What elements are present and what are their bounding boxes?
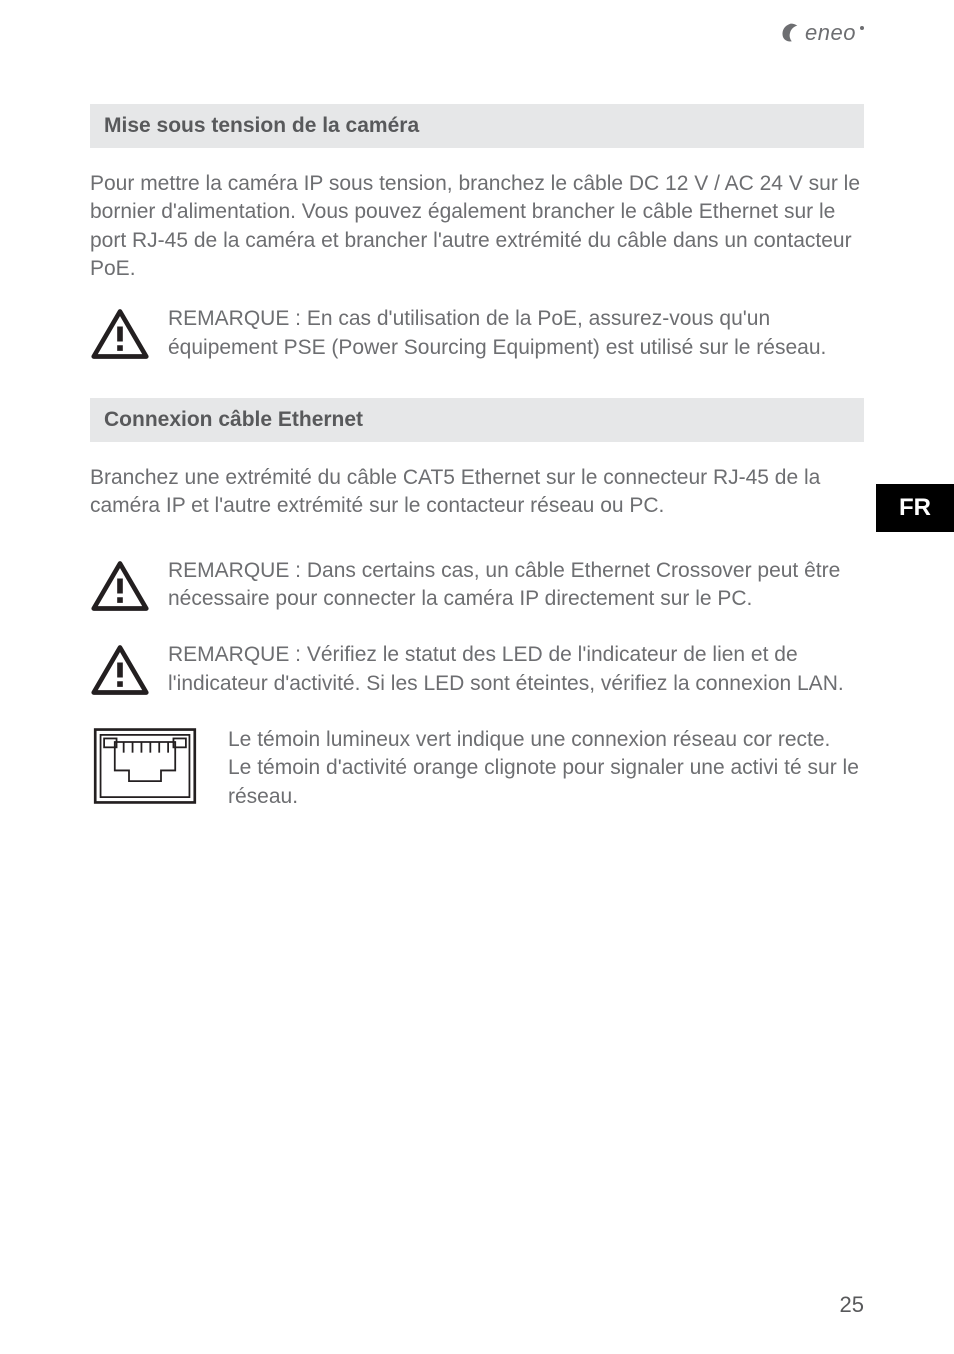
body-text-power: Pour mettre la caméra IP sous tension, b… bbox=[90, 170, 864, 283]
note-text-crossover: REMARQUE : Dans certains cas, un câble E… bbox=[168, 557, 864, 614]
note-block-crossover: REMARQUE : Dans certains cas, un câble E… bbox=[90, 557, 864, 614]
section-header-ethernet: Connexion câble Ethernet bbox=[90, 398, 864, 442]
language-label: FR bbox=[899, 494, 931, 522]
page-number: 25 bbox=[840, 1292, 864, 1318]
page-container: eneo Mise sous tension de la caméra Pour… bbox=[0, 0, 954, 811]
brand-name: eneo bbox=[805, 20, 856, 46]
section-title-ethernet: Connexion câble Ethernet bbox=[104, 408, 850, 432]
note-block-poe: REMARQUE : En cas d'utilisation de la Po… bbox=[90, 305, 864, 362]
warning-icon bbox=[90, 643, 150, 697]
note-text-led: REMARQUE : Vérifiez le statut des LED de… bbox=[168, 641, 864, 698]
ethernet-port-icon bbox=[90, 726, 200, 806]
section-header-power: Mise sous tension de la caméra bbox=[90, 104, 864, 148]
port-block: Le témoin lumineux vert indique une conn… bbox=[90, 726, 864, 811]
leaf-icon bbox=[779, 22, 801, 44]
port-note-green: Le témoin lumineux vert indique une conn… bbox=[228, 726, 864, 754]
language-tab: FR bbox=[876, 484, 954, 532]
section-title-power: Mise sous tension de la caméra bbox=[104, 114, 850, 138]
warning-icon bbox=[90, 559, 150, 613]
port-note-orange: Le témoin d'activité orange clignote pou… bbox=[228, 754, 864, 811]
note-block-led: REMARQUE : Vérifiez le statut des LED de… bbox=[90, 641, 864, 698]
brand-dot-icon bbox=[860, 26, 864, 30]
note-text-poe: REMARQUE : En cas d'utilisation de la Po… bbox=[168, 305, 864, 362]
warning-icon bbox=[90, 307, 150, 361]
port-text-block: Le témoin lumineux vert indique une conn… bbox=[228, 726, 864, 811]
body-text-ethernet: Branchez une extrémité du câble CAT5 Eth… bbox=[90, 464, 864, 521]
brand-logo: eneo bbox=[779, 20, 864, 46]
